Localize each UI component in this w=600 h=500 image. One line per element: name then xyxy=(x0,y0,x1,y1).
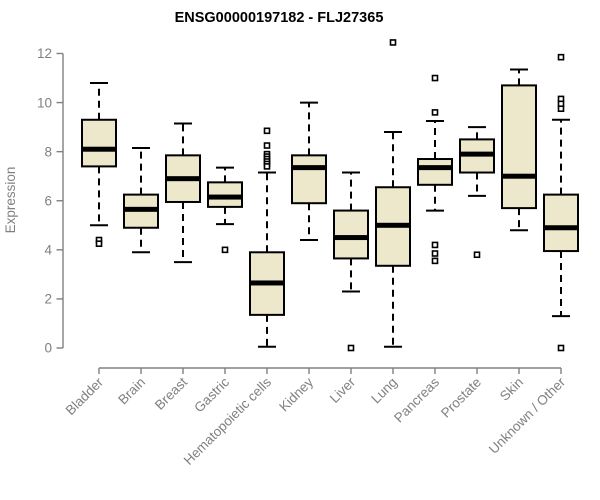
x-axis-label-kidney: Kidney xyxy=(276,374,316,414)
median-line-kidney xyxy=(292,165,326,171)
median-line-bladder xyxy=(82,146,116,152)
outlier-point-pancreas-2 xyxy=(431,241,439,249)
median-line-skin xyxy=(502,173,536,179)
y-tick-label-2: 2 xyxy=(44,292,52,307)
outlier-point-unknown-other-3 xyxy=(557,105,565,113)
outlier-point-liver-0 xyxy=(347,344,355,352)
y-axis-title: Expression xyxy=(3,167,18,234)
x-axis-label-lung: Lung xyxy=(368,375,400,407)
outlier-point-pancreas-3 xyxy=(431,250,439,257)
chart-title: ENSG00000197182 - FLJ27365 xyxy=(175,10,384,26)
boxplot-box-bladder xyxy=(81,118,117,168)
outlier-point-lung-0 xyxy=(389,39,397,46)
y-tick-label-4: 4 xyxy=(44,243,52,258)
x-axis-label-prostate: Prostate xyxy=(438,375,484,421)
outlier-point-pancreas-1 xyxy=(431,109,439,116)
median-line-hematopoietic-cells xyxy=(250,280,284,286)
boxplot-box-unknown-other xyxy=(543,193,579,253)
y-tick-label-12: 12 xyxy=(37,46,52,61)
outlier-point-hematopoietic-cells-0 xyxy=(263,127,271,135)
x-axis-label-liver: Liver xyxy=(327,374,359,406)
boxplot-box-kidney xyxy=(291,154,327,205)
median-line-liver xyxy=(334,235,368,241)
x-axis-label-bladder: Bladder xyxy=(63,374,107,418)
boxplot-box-liver xyxy=(333,209,369,260)
y-tick-label-6: 6 xyxy=(44,193,52,208)
x-axis-label-unknown-other: Unknown / Other xyxy=(486,374,569,457)
outlier-point-bladder-1 xyxy=(95,240,103,247)
y-tick-label-8: 8 xyxy=(44,144,52,159)
median-line-brain xyxy=(124,206,158,212)
outlier-point-hematopoietic-cells-7 xyxy=(263,163,271,170)
median-line-lung xyxy=(376,222,410,228)
x-axis-label-breast: Breast xyxy=(152,374,190,412)
outlier-point-hematopoietic-cells-1 xyxy=(263,142,271,149)
boxplot-box-pancreas xyxy=(417,158,453,186)
outlier-point-prostate-0 xyxy=(473,251,481,259)
x-axis-label-gastric: Gastric xyxy=(191,374,232,415)
median-line-breast xyxy=(166,176,200,182)
median-line-prostate xyxy=(460,151,494,157)
median-line-unknown-other xyxy=(544,225,578,231)
x-axis-label-brain: Brain xyxy=(115,375,148,408)
x-axis-label-skin: Skin xyxy=(497,375,526,404)
outlier-point-pancreas-0 xyxy=(431,74,439,82)
median-line-gastric xyxy=(208,194,242,200)
outlier-point-pancreas-4 xyxy=(431,257,439,265)
boxplot-box-skin xyxy=(501,84,537,210)
outlier-point-unknown-other-4 xyxy=(557,344,565,352)
outlier-point-gastric-0 xyxy=(221,246,229,254)
outlier-point-unknown-other-0 xyxy=(557,53,565,61)
x-axis-label-pancreas: Pancreas xyxy=(391,374,442,425)
y-tick-label-0: 0 xyxy=(44,341,52,356)
y-tick-label-10: 10 xyxy=(37,95,52,110)
median-line-pancreas xyxy=(418,165,452,171)
